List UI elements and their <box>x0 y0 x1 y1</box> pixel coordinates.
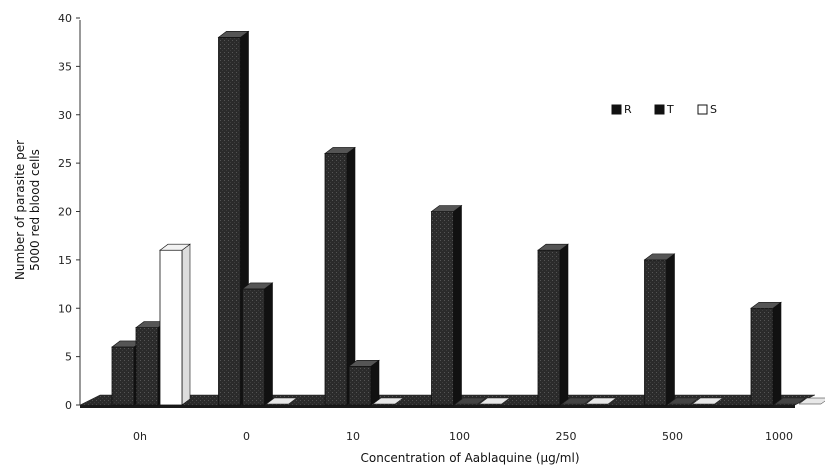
bar-flat <box>478 397 511 405</box>
x-axis-title: Concentration of Aablaquine (µg/ml) <box>361 451 580 465</box>
bar-S-500 <box>691 397 724 405</box>
legend-swatch-S <box>697 104 708 115</box>
bar-top <box>241 282 274 290</box>
bar-flat <box>798 397 825 405</box>
floor-edge <box>80 405 795 408</box>
x-tick-label: 0 <box>243 430 250 443</box>
y-axis-title-line2: 5000 red blood cells <box>28 149 42 271</box>
bar-S-0h <box>159 243 191 406</box>
bar-top <box>537 243 569 251</box>
bar-flat <box>454 397 487 405</box>
bar-T-250 <box>561 397 593 405</box>
bar-T-10 <box>348 359 380 406</box>
bar-flat <box>585 397 617 405</box>
y-tick-label: 35 <box>58 60 72 73</box>
bar-T-100 <box>454 397 487 405</box>
bar-top <box>750 301 782 309</box>
bar-S-1000 <box>798 397 825 405</box>
legend-swatch-T <box>654 104 665 115</box>
bar-top <box>430 205 463 212</box>
y-tick-label: 15 <box>58 254 72 267</box>
bar-R-500 <box>643 253 676 406</box>
bar-flat <box>372 397 404 405</box>
y-tick-label: 40 <box>58 12 72 25</box>
bar-flat <box>774 397 806 405</box>
y-axis-title: Number of parasite per 5000 red blood ce… <box>13 140 42 280</box>
y-axis: 0 5 10 15 20 25 30 35 40 <box>58 12 81 412</box>
bar-front <box>750 307 774 406</box>
bar-front <box>431 211 454 406</box>
y-tick-label: 30 <box>58 109 72 122</box>
y-axis-title-line1: Number of parasite per <box>13 140 27 280</box>
x-ticks: 0h 0 10 100 250 500 1000 <box>133 430 793 443</box>
bar-top <box>217 31 250 38</box>
bar-side <box>772 301 782 406</box>
y-tick-label: 5 <box>65 351 72 364</box>
y-tick-label: 10 <box>58 302 72 315</box>
bar-S-0 <box>265 397 298 405</box>
x-tick-label: 0h <box>133 430 147 443</box>
bar-S-100 <box>478 397 511 405</box>
bar-S-10 <box>372 397 404 405</box>
x-tick-label: 250 <box>556 430 577 443</box>
bar-side <box>370 359 380 406</box>
legend-label-T: T <box>666 103 674 116</box>
bar-top <box>324 147 356 154</box>
legend-label-R: R <box>624 103 632 116</box>
bar-R-100 <box>430 204 463 406</box>
x-tick-label: 100 <box>449 430 470 443</box>
bar-R-1000 <box>750 301 782 406</box>
bar-front <box>218 36 241 406</box>
bar-side <box>181 243 191 406</box>
legend-swatch-R <box>611 104 622 115</box>
bar-front <box>111 346 135 406</box>
bar-front <box>324 153 348 406</box>
bar-T-500 <box>667 397 700 405</box>
bar-top <box>643 253 676 261</box>
bar-side <box>264 282 273 406</box>
bar-front <box>135 327 159 406</box>
bar-flat <box>265 397 298 405</box>
bar-front <box>242 288 265 406</box>
legend-label-S: S <box>710 103 717 116</box>
bar-front <box>159 249 183 406</box>
y-ticks: 0 5 10 15 20 25 30 35 40 <box>58 12 80 412</box>
bar-front <box>348 365 372 406</box>
bar-S-250 <box>585 397 617 405</box>
bar-front <box>644 259 667 406</box>
x-tick-label: 10 <box>346 430 360 443</box>
bar-flat <box>691 397 724 405</box>
bar-flat <box>667 397 700 405</box>
bar-flat <box>561 397 593 405</box>
bar-R-10 <box>324 146 356 406</box>
y-tick-label: 20 <box>58 206 72 219</box>
y-tick-label: 0 <box>65 399 72 412</box>
bar-top <box>348 360 380 367</box>
bars <box>111 30 825 406</box>
bar-side <box>453 204 462 406</box>
bar-side <box>559 243 569 406</box>
y-tick-label: 25 <box>58 157 72 170</box>
bar-front <box>537 249 561 406</box>
x-tick-label: 1000 <box>765 430 793 443</box>
x-tick-label: 500 <box>662 430 683 443</box>
bar-top <box>159 243 191 251</box>
bar-side <box>666 253 675 406</box>
bar-T-0 <box>241 282 274 406</box>
bar-R-250 <box>537 243 569 406</box>
bar-T-1000 <box>774 397 806 405</box>
